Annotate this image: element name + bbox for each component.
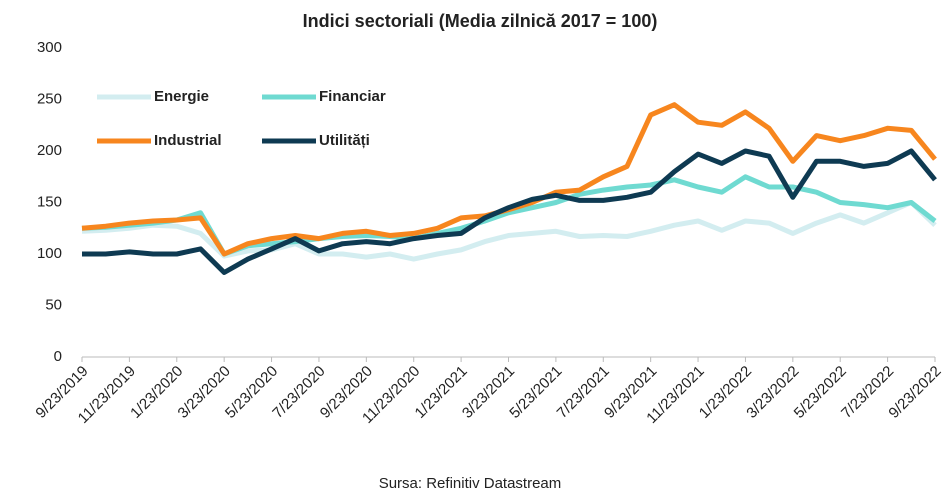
series-line (82, 148, 937, 275)
chart-title: Indici sectoriali (Media zilnică 2017 = … (303, 11, 658, 31)
y-tick-label: 150 (37, 193, 62, 210)
y-tick-label: 250 (37, 90, 62, 107)
legend-label: Energie (154, 88, 209, 105)
legend-label: Industrial (154, 132, 222, 149)
source-note: Sursa: Refinitiv Datastream (379, 475, 562, 492)
y-tick-label: 200 (37, 142, 62, 159)
legend-label: Financiar (319, 88, 386, 105)
y-tick-label: 50 (45, 296, 62, 313)
y-tick-label: 100 (37, 245, 62, 262)
x-tick-label: 9/23/2022 (885, 363, 944, 422)
y-tick-label: 300 (37, 39, 62, 56)
legend-label: Utilități (319, 132, 370, 149)
y-tick-label: 0 (54, 348, 62, 365)
